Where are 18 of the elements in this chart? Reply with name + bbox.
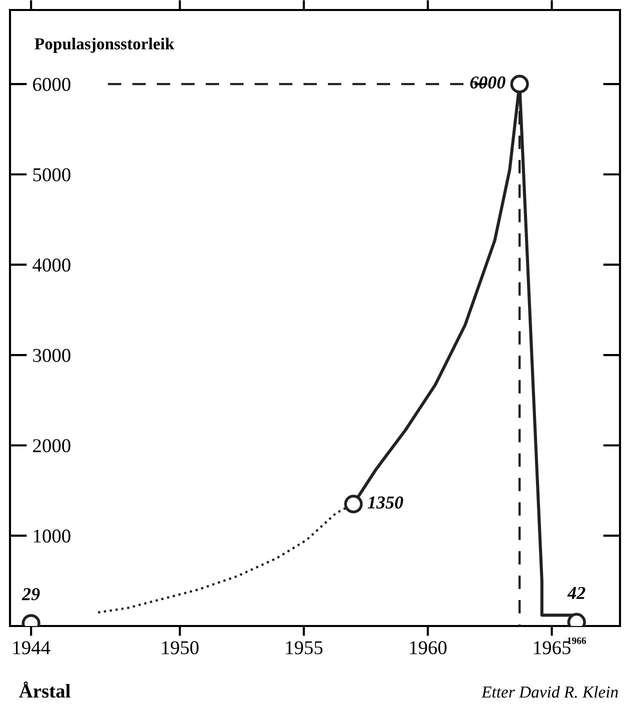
y-tick-label: 3000 (33, 348, 70, 362)
y-tick-label: 4000 (32, 258, 70, 272)
x-axis-title: Årstal (19, 682, 70, 698)
x-tick-label: 1944 (13, 641, 50, 654)
point (510, 74, 529, 94)
y-axis-title: Populasjonsstorleik (34, 38, 174, 53)
data-label: 1350 (368, 496, 404, 509)
y-tick-label: 2000 (33, 439, 70, 452)
data-label: 42 (567, 586, 586, 599)
x-tick-label: 1960 (410, 641, 447, 654)
x-tick-label: 1955 (286, 641, 323, 654)
y-tick-label: 1000 (34, 529, 70, 543)
text: Etter David R. Klein (481, 686, 618, 698)
x-tick-label: 1950 (162, 641, 199, 654)
y-tick-label: 6000 (33, 78, 70, 91)
y-tick-label: 5000 (33, 168, 70, 182)
data-label: 29 (22, 588, 40, 600)
data-label: 6000 (470, 76, 506, 89)
